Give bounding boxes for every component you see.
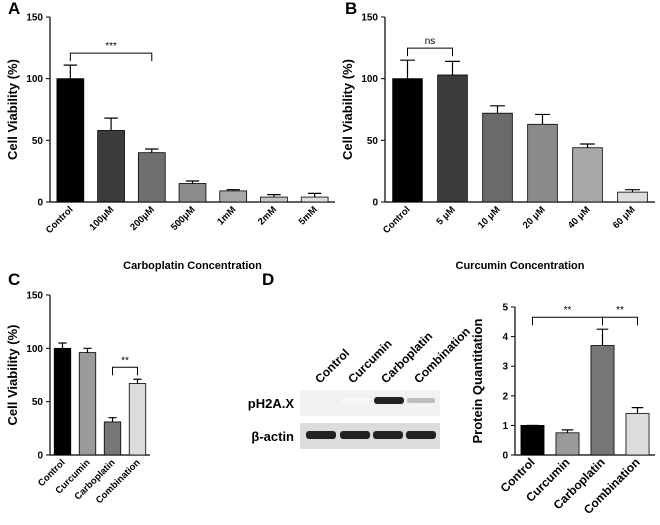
bar [520, 424, 545, 456]
error-bar [400, 59, 415, 79]
error-bar [145, 148, 159, 153]
row-label: pH2A.X [248, 396, 295, 411]
bar [53, 347, 72, 456]
band [407, 398, 435, 403]
bar [555, 432, 580, 456]
error-bar [267, 194, 281, 198]
significance-label: ** [616, 305, 624, 316]
y-tick-label: 0 [37, 451, 43, 462]
significance-bracket [69, 52, 153, 62]
y-tick-label: 100 [26, 74, 43, 85]
significance-bracket [407, 47, 453, 57]
y-tick-label: 0 [372, 198, 378, 209]
error-bar [535, 113, 550, 125]
band [374, 397, 404, 404]
error-bar [133, 378, 142, 384]
y-tick-label: 150 [26, 291, 43, 302]
row-label: β-actin [251, 429, 294, 444]
bar [78, 352, 97, 456]
band [406, 431, 436, 439]
error-bar [490, 105, 505, 114]
band [306, 431, 336, 439]
significance-label: *** [105, 41, 117, 52]
significance-label: ** [121, 355, 129, 366]
x-axis-title: Carboplatin Concentration [123, 260, 262, 272]
significance-bracket [602, 316, 638, 326]
bar [97, 130, 125, 203]
y-tick-label: 50 [367, 136, 379, 147]
panel-label: C [8, 270, 20, 289]
bar [300, 196, 329, 203]
significance-bracket [112, 366, 138, 376]
y-axis-title: Protein Quantitation [470, 318, 485, 443]
bar [482, 112, 513, 203]
y-axis-title: Cell Viability (%) [5, 59, 20, 160]
y-tick-label: 3 [502, 362, 508, 373]
error-bar [63, 64, 78, 79]
bar [128, 383, 147, 456]
y-tick-label: 50 [32, 397, 44, 408]
y-tick-label: 50 [32, 136, 44, 147]
bar [103, 421, 122, 456]
bar [527, 123, 558, 203]
band [373, 431, 403, 439]
error-bar [104, 117, 118, 131]
y-tick-label: 2 [502, 391, 508, 402]
y-tick-label: 0 [502, 451, 508, 462]
bar [260, 196, 288, 203]
significance-label: ns [425, 36, 436, 47]
error-bar [307, 192, 322, 198]
error-bar [226, 189, 240, 191]
y-axis-title: Cell Viability (%) [340, 59, 355, 160]
y-tick-label: 100 [361, 74, 378, 85]
error-bar [596, 328, 609, 346]
bar [437, 74, 468, 203]
band [341, 398, 371, 403]
bar [219, 190, 248, 203]
error-bar [625, 189, 640, 193]
error-bar [580, 143, 595, 148]
y-tick-label: 1 [502, 421, 508, 432]
y-tick-label: 4 [502, 332, 508, 343]
bar [617, 191, 648, 203]
y-axis-title: Cell Viability (%) [5, 325, 20, 426]
band [340, 431, 370, 439]
panel-label: B [345, 0, 357, 18]
y-tick-label: 150 [26, 13, 43, 24]
error-bar [108, 417, 117, 422]
western-blot [300, 390, 440, 449]
error-bar [631, 407, 644, 414]
significance-label: ** [564, 305, 572, 316]
y-tick-label: 100 [26, 344, 43, 355]
bar [178, 183, 207, 203]
bar [590, 345, 615, 456]
bar [572, 147, 603, 203]
panel-label: A [8, 0, 20, 18]
panel-label: D [262, 270, 274, 289]
y-tick-label: 0 [37, 198, 43, 209]
y-tick-label: 150 [361, 13, 378, 24]
error-bar [185, 180, 200, 184]
x-axis-title: Curcumin Concentration [456, 260, 585, 272]
error-bar [58, 342, 67, 349]
y-tick-label: 5 [502, 303, 508, 314]
bar [625, 413, 650, 456]
bar [392, 78, 423, 203]
error-bar [445, 60, 460, 75]
bar [137, 152, 166, 203]
error-bar [83, 347, 92, 353]
error-bar [561, 429, 574, 433]
bar [56, 78, 85, 203]
